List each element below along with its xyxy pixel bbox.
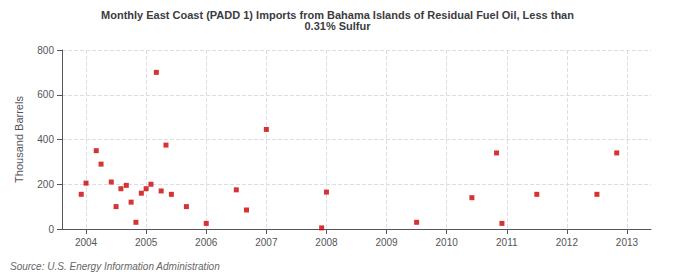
svg-text:Monthly East Coast (PADD 1) Im: Monthly East Coast (PADD 1) Imports from…	[101, 8, 574, 21]
svg-text:2006: 2006	[195, 237, 218, 248]
svg-text:800: 800	[37, 45, 54, 56]
svg-text:600: 600	[37, 89, 54, 100]
svg-text:2012: 2012	[556, 237, 579, 248]
svg-text:2005: 2005	[135, 237, 158, 248]
svg-text:Thousand Barrels: Thousand Barrels	[13, 96, 25, 183]
svg-text:0.31% Sulfur: 0.31% Sulfur	[304, 20, 371, 32]
svg-text:2010: 2010	[436, 237, 459, 248]
svg-text:2004: 2004	[75, 237, 98, 248]
svg-text:2011: 2011	[496, 237, 518, 248]
svg-text:2008: 2008	[315, 237, 338, 248]
svg-text:2009: 2009	[375, 237, 398, 248]
svg-text:2013: 2013	[616, 237, 639, 248]
svg-text:200: 200	[37, 179, 54, 190]
svg-text:2007: 2007	[255, 237, 278, 248]
svg-text:400: 400	[37, 134, 54, 145]
svg-text:Source: U.S. Energy Informatio: Source: U.S. Energy Information Administ…	[10, 261, 220, 272]
svg-text:0: 0	[48, 224, 54, 235]
